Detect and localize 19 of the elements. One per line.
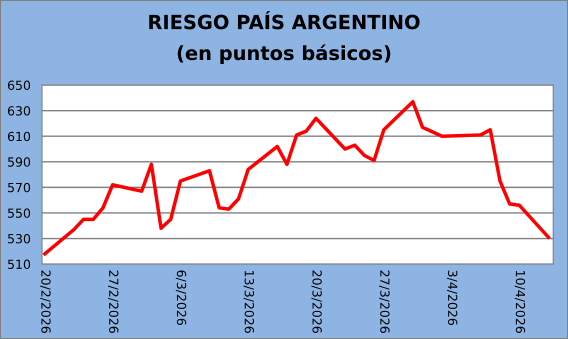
x-tick-label: 10/4/2026 xyxy=(514,271,526,333)
x-tick-label: 27/2/2026 xyxy=(108,270,118,333)
x-tick-label: 20/2/2026 xyxy=(40,270,51,333)
x-tick-label: 27/3/2026 xyxy=(379,270,390,333)
y-tick-label: 570 xyxy=(8,182,30,192)
x-tick-label: 13/3/2026 xyxy=(244,271,254,333)
chart-subtitle: (en puntos básicos) xyxy=(178,44,390,64)
x-tick-label: 3/4/2026 xyxy=(446,270,458,325)
y-tick-label: 610 xyxy=(8,132,30,142)
y-tick-label: 530 xyxy=(8,234,30,244)
y-tick-label: 630 xyxy=(8,106,30,116)
y-tick-label: 550 xyxy=(8,208,30,218)
chart-title: RIESGO PAÍS ARGENTINO xyxy=(149,11,420,30)
x-tick-label: 20/3/2026 xyxy=(311,270,322,333)
y-tick-label: 650 xyxy=(8,80,30,90)
y-tick-label: 590 xyxy=(8,157,30,167)
line-series xyxy=(43,100,550,256)
y-tick-label: 510 xyxy=(8,260,30,270)
x-tick-label: 6/3/2026 xyxy=(176,270,186,325)
